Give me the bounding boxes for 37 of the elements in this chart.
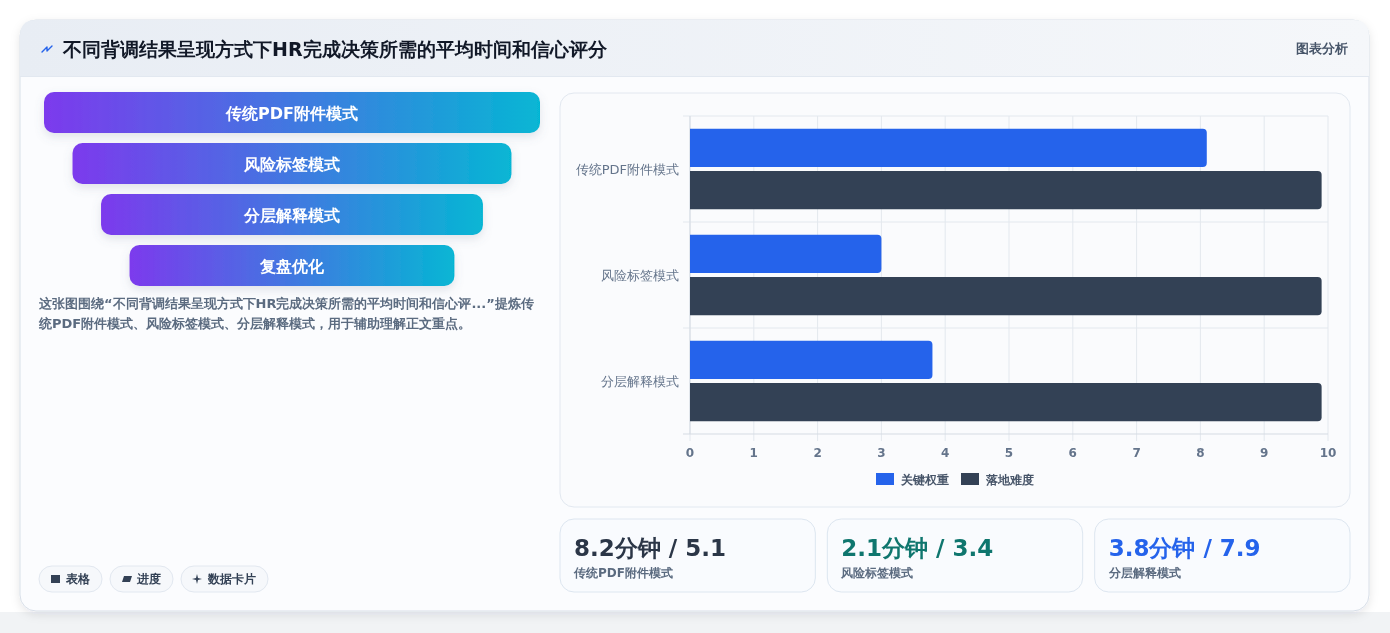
- x-tick-label: 3: [877, 446, 886, 460]
- x-tick-label: 6: [1068, 446, 1077, 460]
- text: 分层解释模式: [1107, 566, 1181, 580]
- text: 风险标签模式: [840, 566, 914, 580]
- text: 进度: [136, 572, 161, 586]
- legend-label: 关键权重: [900, 473, 949, 487]
- x-tick-label: 4: [941, 446, 950, 460]
- text: 数据卡片: [207, 572, 256, 586]
- x-tick-label: 10: [1319, 446, 1337, 460]
- bar: [690, 383, 1322, 422]
- x-tick-label: 0: [685, 446, 695, 460]
- text: 不同背调结果呈现方式下HR完成决策所需的平均时间和信心评分: [62, 38, 608, 60]
- y-tick-label: 风险标签模式: [601, 268, 679, 283]
- text: 表格: [65, 572, 91, 586]
- text: 8.2分钟 / 5.1: [574, 535, 726, 561]
- text: 2.1分钟 / 3.4: [841, 535, 994, 561]
- x-tick-label: 9: [1260, 446, 1269, 460]
- bar: [690, 128, 1207, 167]
- bar: [690, 277, 1322, 316]
- x-tick-label: 5: [1004, 446, 1014, 460]
- bar: [690, 234, 882, 273]
- y-tick-label: 传统PDF附件模式: [575, 162, 679, 177]
- category-label: 风险标签模式: [243, 154, 340, 174]
- text: 图表分析: [1296, 41, 1348, 56]
- y-tick-label: 分层解释模式: [601, 374, 679, 389]
- category-label: 分层解释模式: [243, 205, 340, 225]
- category-label: 复盘优化: [259, 256, 325, 276]
- x-tick-label: 8: [1196, 446, 1205, 460]
- text: 3.8分钟 / 7.9: [1108, 535, 1261, 561]
- x-tick-label: 2: [813, 446, 822, 460]
- category-label: 传统PDF附件模式: [225, 103, 358, 123]
- legend-label: 落地难度: [985, 473, 1034, 487]
- x-tick-label: 1: [749, 446, 758, 460]
- bar: [690, 340, 933, 379]
- x-tick-label: 7: [1132, 446, 1141, 460]
- bar: [690, 171, 1322, 210]
- text: 这张图围绕“不同背调结果呈现方式下HR完成决策所需的平均时间和信心评...”提炼传统PDF附件模式、风险标签模式、分层解释模式，用于辅助理解正文重点。: [38, 296, 534, 331]
